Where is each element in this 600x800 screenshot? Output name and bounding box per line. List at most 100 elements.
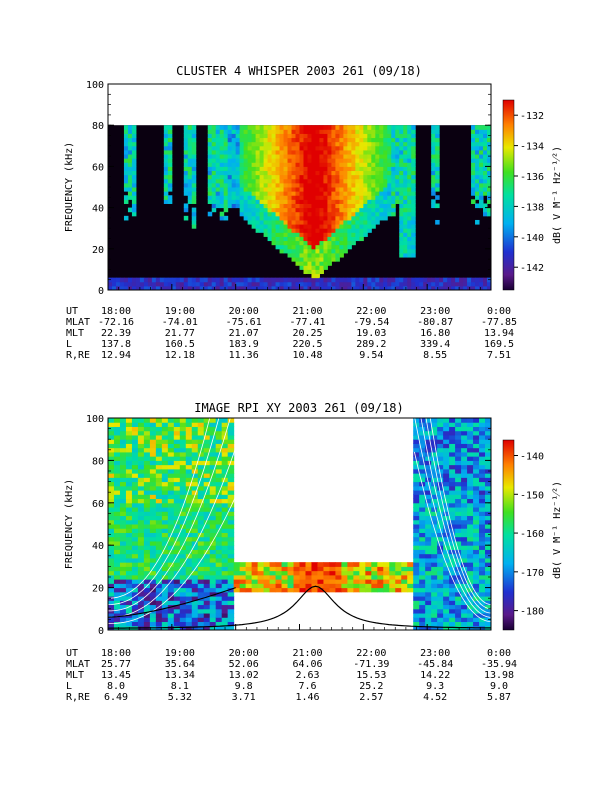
spectrogram-cell <box>455 277 460 283</box>
spectrogram-cell <box>423 277 428 283</box>
spectrogram-cell <box>431 145 436 151</box>
ytick-label: 60 <box>92 162 104 173</box>
spectrogram-cell <box>479 129 484 134</box>
spectrogram-cell <box>403 281 408 287</box>
spectrogram-cell <box>259 191 265 196</box>
spectrogram-cell <box>179 600 187 606</box>
spectrogram-cell <box>219 162 225 167</box>
spectrogram-cell <box>215 170 221 176</box>
spectrogram-cell <box>367 129 372 134</box>
spectrogram-cell <box>215 468 223 474</box>
spectrogram-cell <box>299 203 304 209</box>
spectrogram-cell <box>449 604 456 610</box>
spectrogram-cell <box>167 536 175 542</box>
spectrogram-cell <box>435 174 440 180</box>
spectrogram-cell <box>425 443 432 449</box>
spectrogram-cell <box>467 281 472 287</box>
spectrogram-cell <box>335 236 340 242</box>
spectrogram-cell <box>419 557 426 563</box>
spectrogram-cell <box>251 583 259 589</box>
spectrogram-cell <box>161 574 169 580</box>
spectrogram-cell <box>339 129 344 134</box>
spectrogram-cell <box>209 502 217 508</box>
spectrogram-cell <box>227 579 235 584</box>
spectrogram-cell <box>475 137 480 143</box>
spectrogram-cell <box>411 191 416 196</box>
spectrogram-cell <box>459 277 464 283</box>
spectrogram-cell <box>221 456 229 461</box>
spectrogram-cell <box>263 215 269 221</box>
spectrogram-cell <box>263 277 269 283</box>
spectrogram-cell <box>479 608 486 614</box>
spectrogram-cell <box>487 158 491 163</box>
panel-1-ylabel: FREQUENCY (kHz) <box>64 142 75 232</box>
spectrogram-cell <box>425 553 432 559</box>
spectrogram-cell <box>327 178 332 184</box>
spectrogram-cell <box>319 215 324 221</box>
spectrogram-cell <box>243 170 249 176</box>
spectrogram-cell <box>283 162 289 167</box>
spectrogram-cell <box>131 608 139 614</box>
spectrogram-cell <box>275 281 281 287</box>
spectrogram-cell <box>113 545 121 550</box>
spectrogram-cell <box>455 617 462 623</box>
spectrogram-cell <box>435 162 440 167</box>
spectrogram-cell <box>219 178 225 184</box>
spectrogram-cell <box>271 285 277 290</box>
spectrogram-cell <box>179 570 187 576</box>
spectrogram-cell <box>311 574 318 580</box>
spectrogram-cell <box>411 187 416 192</box>
spectrogram-cell <box>341 583 348 589</box>
spectrogram-cell <box>161 613 169 618</box>
spectrogram-cell <box>367 125 372 130</box>
spectrogram-cell <box>383 149 388 155</box>
spectrogram-cell <box>455 418 462 423</box>
spectrogram-cell <box>131 604 139 610</box>
spectrogram-cell <box>143 600 151 606</box>
spectrogram-cell <box>461 557 468 563</box>
spectrogram-cell <box>395 191 400 196</box>
spectrogram-cell <box>221 443 229 449</box>
spectrogram-cell <box>183 203 189 209</box>
spectrogram-cell <box>351 162 356 167</box>
spectrogram-cell <box>119 511 127 517</box>
spectrogram-cell <box>207 129 213 134</box>
spectrogram-cell <box>263 125 269 130</box>
spectrogram-cell <box>251 154 257 159</box>
spectrogram-cell <box>231 133 237 139</box>
spectrogram-cell <box>275 133 281 139</box>
spectrogram-cell <box>215 133 221 139</box>
spectrogram-cell <box>383 583 390 589</box>
spectrogram-cell <box>343 203 348 209</box>
spectrogram-cell <box>143 519 151 525</box>
spectrogram-cell <box>425 528 432 533</box>
spectrogram-cell <box>331 162 336 167</box>
spectrogram-cell <box>479 545 486 550</box>
spectrogram-cell <box>291 145 297 151</box>
spectrogram-cell <box>149 490 157 495</box>
spectrogram-cell <box>247 178 253 184</box>
spectrogram-cell <box>179 528 187 533</box>
spectrogram-cell <box>185 477 193 483</box>
spectrogram-cell <box>185 545 193 550</box>
spectrogram-cell <box>475 203 480 209</box>
spectrogram-cell <box>279 277 285 283</box>
spectrogram-cell <box>367 277 372 283</box>
spectrogram-cell <box>371 566 378 572</box>
spectrogram-cell <box>479 579 486 584</box>
spectrogram-cell <box>311 587 318 593</box>
spectrogram-cell <box>343 277 348 283</box>
spectrogram-cell <box>279 244 285 250</box>
spectrogram-cell <box>347 566 354 572</box>
spectrogram-cell <box>149 439 157 444</box>
spectrogram-cell <box>209 562 217 567</box>
spectrogram-cell <box>295 207 300 213</box>
spectrogram-cell <box>461 456 468 461</box>
spectrogram-cell <box>191 149 197 155</box>
spectrogram-cell <box>291 285 297 290</box>
spectrogram-cell <box>259 166 265 172</box>
spectrogram-cell <box>485 519 491 525</box>
spectrogram-cell <box>485 524 491 529</box>
spectrogram-cell <box>227 456 235 461</box>
spectrogram-cell <box>473 430 480 436</box>
